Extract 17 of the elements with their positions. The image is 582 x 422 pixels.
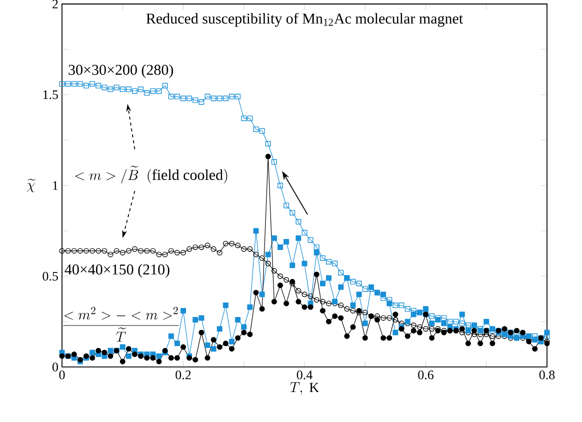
y-tick-label: 0.5 [42, 272, 58, 281]
x-tick-label: 0.4 [296, 370, 312, 380]
x-axis-title: $T,\ \mathrm{K}$ [290, 382, 320, 395]
x-tick-label: 0.6 [418, 370, 434, 380]
y-tick-label: 0 [52, 362, 58, 372]
annotation: $<m>/\widetilde{B}\ \ \mathrm{(field\ cooled)}$ [75, 166, 228, 184]
x-tick-label: 0.8 [539, 370, 555, 380]
text: Reduced susceptibility of Mn$_{12}$Ac molecular magnet [146, 12, 463, 27]
x-tick-label: 0 [59, 370, 65, 380]
annotation: 30×30×200 (280) [68, 64, 174, 78]
y-tick-label: 1.5 [43, 90, 58, 100]
y-tick-label: 1 [53, 181, 58, 190]
annotation: $\frac{<m^2>-<m>^2}{\widetilde{T}}$ [63, 306, 179, 342]
y-axis-title: $\widetilde{\chi}$ [26, 178, 36, 192]
x-tick-label: 0.2 [176, 370, 191, 380]
y-tick-label: 2 [52, 0, 58, 8]
annotation: 40×40×150 (210) [64, 264, 170, 278]
